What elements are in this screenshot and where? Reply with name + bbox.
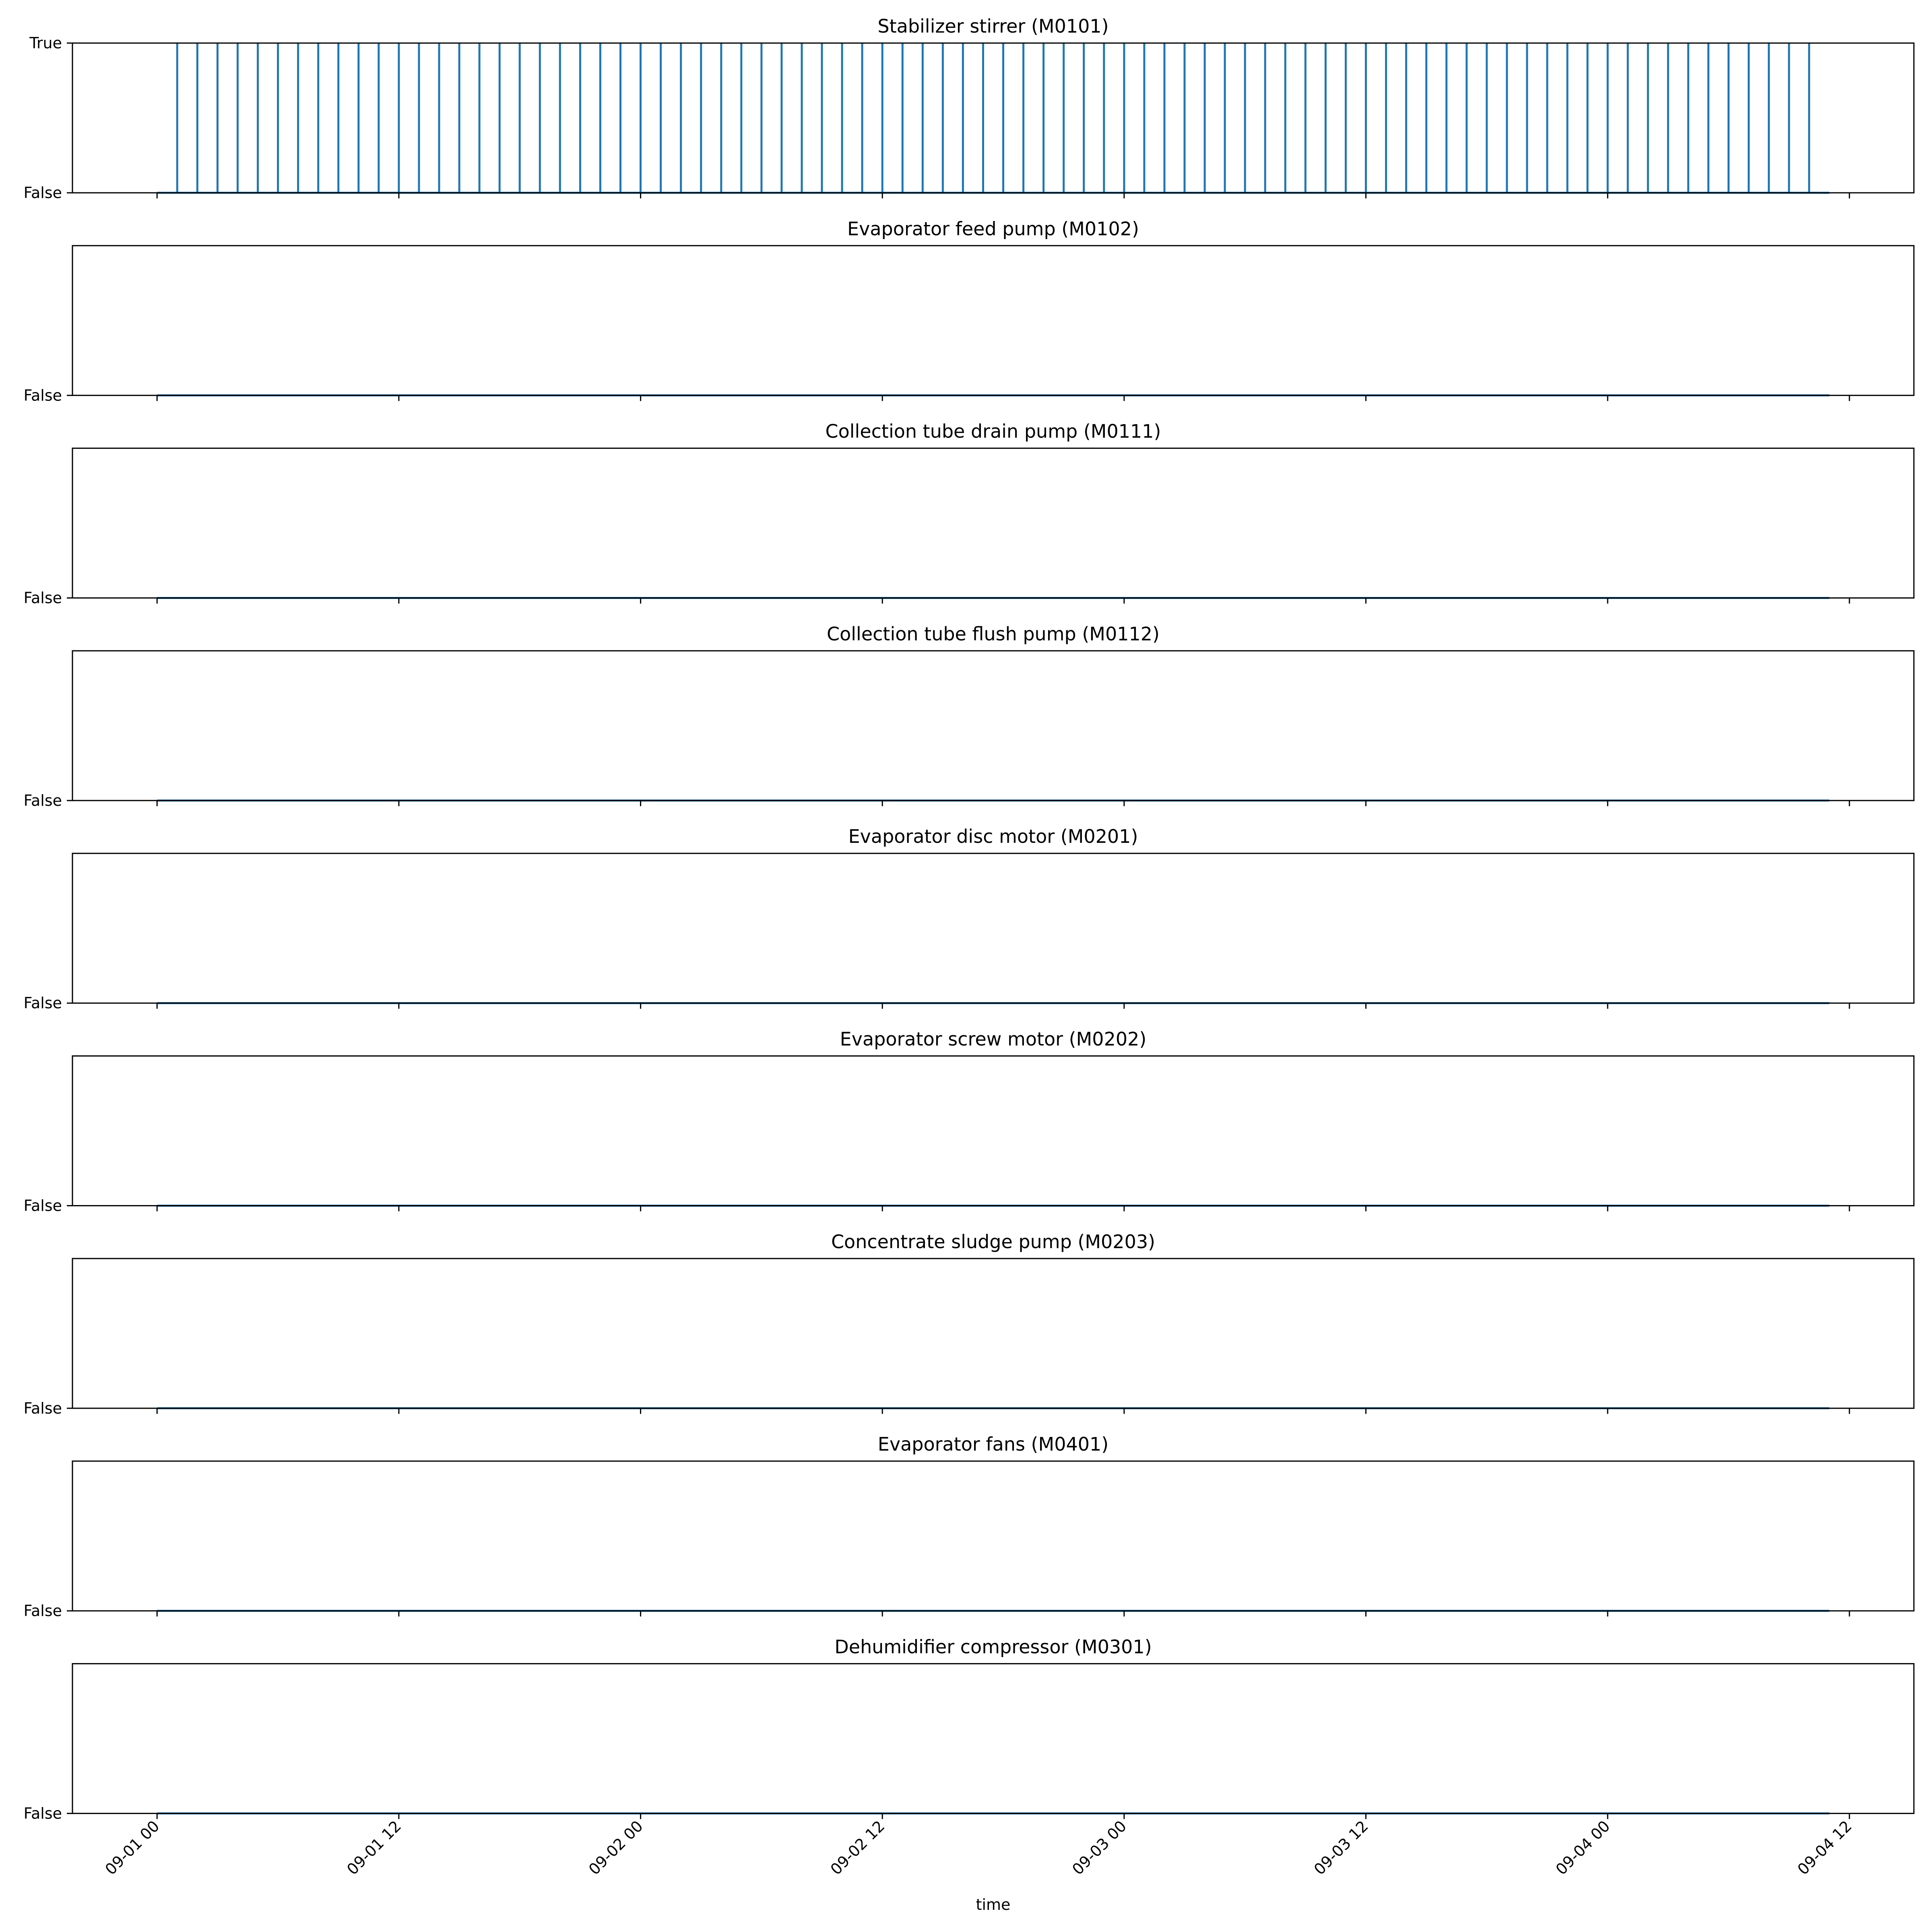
axes-frame xyxy=(72,1258,1915,1409)
x-tick-label: 09-01 00 xyxy=(102,1817,163,1878)
panel-4: Collection tube flush pump (M0112) False xyxy=(24,623,1915,809)
panel-title: Collection tube drain pump (M0111) xyxy=(826,421,1161,442)
axes-frame xyxy=(72,852,1915,1004)
panel-title: Evaporator feed pump (M0102) xyxy=(847,218,1139,239)
panel-title: Concentrate sludge pump (M0203) xyxy=(831,1231,1155,1253)
x-tick-label: 09-04 00 xyxy=(1552,1817,1614,1878)
panel-title: Stabilizer stirrer (M0101) xyxy=(877,15,1108,37)
panel-3: Collection tube drain pump (M0111) False xyxy=(24,421,1915,607)
panel-2: Evaporator feed pump (M0102) False xyxy=(24,218,1915,404)
x-tick-label: 09-04 12 xyxy=(1794,1817,1855,1878)
x-tick-label: 09-01 12 xyxy=(343,1817,405,1878)
y-tick-label: False xyxy=(24,1804,62,1822)
x-tick-label: 09-03 12 xyxy=(1311,1817,1372,1878)
axes-frame xyxy=(72,1055,1915,1206)
panel-title: Evaporator fans (M0401) xyxy=(878,1433,1108,1455)
panel-8: Evaporator fans (M0401) False xyxy=(24,1433,1915,1620)
panel-title: Evaporator screw motor (M0202) xyxy=(840,1028,1147,1050)
y-tick-label: False xyxy=(24,1197,62,1215)
axes-frame xyxy=(72,1663,1915,1814)
axes-frame xyxy=(72,42,1915,194)
y-tick-label: False xyxy=(24,1399,62,1417)
y-tick-label: False xyxy=(24,184,62,202)
y-tick-label: False xyxy=(24,386,62,404)
panel-title: Dehumidifier compressor (M0301) xyxy=(834,1636,1152,1657)
axes-frame xyxy=(72,448,1915,599)
series-line xyxy=(157,43,1829,194)
panel-title: Evaporator disc motor (M0201) xyxy=(848,826,1138,847)
axes-frame xyxy=(72,650,1915,801)
y-tick-label: False xyxy=(24,792,62,809)
panel-9: Dehumidifier compressor (M0301) False xyxy=(24,1636,1915,1822)
panel-1: Stabilizer stirrer (M0101) False True xyxy=(24,15,1915,202)
y-tick-label: True xyxy=(29,34,62,52)
x-tick-label: 09-02 12 xyxy=(827,1817,888,1878)
y-tick-label: False xyxy=(24,994,62,1012)
panel-title: Collection tube flush pump (M0112) xyxy=(827,623,1160,645)
y-tick-label: False xyxy=(24,589,62,607)
x-tick-label: 09-02 00 xyxy=(585,1817,646,1878)
x-axis-label: time xyxy=(976,1896,1011,1913)
panel-7: Concentrate sludge pump (M0203) False xyxy=(24,1231,1915,1417)
axes-frame xyxy=(72,1460,1915,1612)
axes-frame xyxy=(72,245,1915,396)
panel-6: Evaporator screw motor (M0202) False xyxy=(24,1028,1915,1215)
panel-5: Evaporator disc motor (M0201) False xyxy=(24,826,1915,1012)
x-tick-label: 09-03 00 xyxy=(1069,1817,1130,1878)
y-tick-label: False xyxy=(24,1602,62,1620)
